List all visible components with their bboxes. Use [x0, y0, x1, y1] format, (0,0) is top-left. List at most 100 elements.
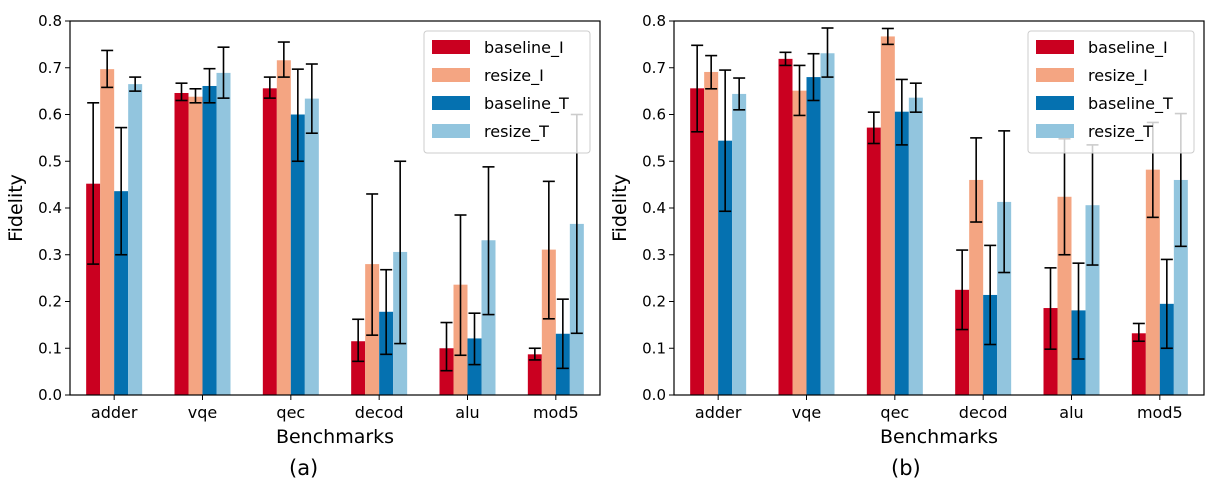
error-bar-resize_I-adder: [705, 54, 718, 90]
error-bar-resize_T-adder: [733, 77, 746, 111]
error-bar-resize_I-alu: [454, 214, 467, 357]
bar-baseline_T-adder: [114, 191, 129, 395]
bar-resize_T-qec: [908, 97, 923, 396]
bar-baseline_I-alu: [439, 348, 454, 395]
legend-swatch-resize_T: [1036, 124, 1074, 138]
bar-resize_T-alu: [481, 240, 496, 395]
chart-panel-a: 0.0 0.1 0.2 0.3 0.4 0.5 0.6 0.7 0.8 adder vqe qec de…: [0, 0, 607, 502]
bar-resize_T-qec: [304, 98, 319, 395]
error-bar-resize_T-adder: [129, 76, 142, 92]
bar-baseline_T-alu: [467, 338, 482, 395]
error-bar-resize_T-decod: [394, 160, 407, 345]
error-bar-baseline_T-mod5: [1160, 258, 1173, 350]
bar-baseline_I-adder: [690, 88, 705, 395]
bar-resize_T-vqe: [820, 53, 835, 395]
x-tick-label-vqe: vqe: [792, 403, 821, 422]
legend-swatch-baseline_I: [432, 40, 470, 54]
error-bar-baseline_T-qec: [291, 68, 304, 163]
y-tick-label: 0.8: [642, 12, 666, 30]
y-axis-label: Fidelity: [5, 174, 27, 242]
legend-swatch-resize_T: [432, 124, 470, 138]
bar-resize_I-qec: [880, 36, 895, 396]
legend-label-baseline_I: baseline_I: [484, 38, 564, 58]
y-tick-label: 0.7: [642, 59, 666, 77]
error-bar-baseline_I-decod: [956, 249, 969, 331]
y-tick-label: 0.4: [38, 199, 62, 217]
x-tick-label-alu: alu: [455, 403, 479, 422]
bar-baseline_I-vqe: [174, 92, 189, 396]
bar-resize_I-adder: [100, 69, 115, 395]
bar-resize_T-vqe: [216, 72, 231, 395]
y-tick-label: 0.8: [38, 12, 62, 30]
y-tick-label: 0.3: [642, 246, 666, 264]
bar-baseline_I-mod5: [527, 354, 542, 395]
legend: baseline_I resize_I baseline_T resize_T: [1027, 30, 1195, 154]
legend-label-baseline_T: baseline_T: [1088, 94, 1173, 114]
legend: baseline_I resize_I baseline_T resize_T: [423, 30, 591, 154]
legend-label-baseline_I: baseline_I: [1088, 38, 1168, 58]
error-bar-baseline_I-decod: [352, 318, 365, 363]
bar-baseline_T-qec: [290, 114, 305, 395]
legend-label-resize_I: resize_I: [1088, 66, 1148, 86]
fidelity-bar-chart-b: 0.0 0.1 0.2 0.3 0.4 0.5 0.6 0.7 0.8 adder vqe qec de…: [609, 12, 1205, 448]
error-bar-baseline_I-vqe: [779, 51, 792, 67]
bar-resize_I-decod: [969, 179, 984, 395]
bar-baseline_I-decod: [351, 341, 366, 395]
legend-label-baseline_T: baseline_T: [484, 94, 569, 114]
legend-box: [423, 30, 591, 154]
error-bar-resize_I-decod: [970, 137, 983, 223]
plot-frame: [69, 20, 601, 396]
legend-swatch-resize_I: [1036, 68, 1074, 82]
error-bar-baseline_I-qec: [263, 76, 276, 99]
error-bar-baseline_T-alu: [468, 312, 481, 366]
legend-swatch-baseline_T: [1036, 96, 1074, 110]
bar-resize_I-alu: [1057, 196, 1072, 395]
error-bar-resize_T-vqe: [217, 46, 230, 99]
error-bar-resize_I-adder: [101, 49, 114, 89]
legend-box: [1027, 30, 1195, 154]
error-bar-baseline_I-adder: [691, 44, 704, 133]
legend-swatch-baseline_I: [1036, 40, 1074, 54]
x-tick-label-adder: adder: [695, 403, 742, 422]
legend-label-resize_T: resize_T: [484, 122, 549, 142]
bar-baseline_T-adder: [718, 140, 733, 395]
error-bar-resize_T-decod: [998, 130, 1011, 274]
error-bar-baseline_T-vqe: [807, 52, 820, 102]
bar-resize_T-mod5: [1173, 179, 1188, 395]
x-axis-label: Benchmarks: [276, 426, 394, 448]
figure-caption-b: (b): [891, 456, 921, 480]
error-bar-resize_I-vqe: [189, 87, 202, 104]
x-tick-label-adder: adder: [91, 403, 138, 422]
bar-baseline_I-decod: [955, 289, 970, 395]
error-bar-resize_T-qec: [909, 82, 922, 113]
bar-resize_T-alu: [1085, 205, 1100, 395]
chart-panel-b: 0.0 0.1 0.2 0.3 0.4 0.5 0.6 0.7 0.8 adder vqe qec de…: [607, 0, 1215, 502]
error-bar-baseline_I-qec: [867, 111, 880, 145]
bar-baseline_T-qec: [894, 111, 909, 395]
x-tick-label-mod5: mod5: [1137, 403, 1183, 422]
bar-baseline_I-qec: [262, 88, 277, 395]
error-bar-baseline_I-vqe: [175, 82, 188, 102]
legend-label-resize_I: resize_I: [484, 66, 544, 86]
bar-resize_I-vqe: [792, 90, 807, 395]
x-tick-label-qec: qec: [276, 403, 305, 422]
error-bar-baseline_T-decod: [380, 268, 393, 356]
y-tick-label: 0.6: [38, 106, 62, 124]
bar-baseline_I-qec: [866, 127, 881, 395]
y-tick-label: 0.7: [38, 59, 62, 77]
error-bar-baseline_T-decod: [984, 244, 997, 346]
bar-baseline_I-adder: [86, 183, 101, 395]
bar-resize_I-qec: [276, 60, 291, 396]
error-bar-resize_I-mod5: [542, 180, 555, 320]
fidelity-bar-chart-a: 0.0 0.1 0.2 0.3 0.4 0.5 0.6 0.7 0.8 adder vqe qec de…: [5, 12, 601, 448]
y-tick-label: 0.2: [642, 293, 666, 311]
bar-resize_T-adder: [732, 93, 747, 396]
error-bar-resize_I-decod: [366, 193, 379, 336]
error-bar-resize_I-qec: [277, 41, 290, 78]
y-tick-label: 0.2: [38, 293, 62, 311]
x-axis-label: Benchmarks: [880, 426, 998, 448]
x-tick-label-qec: qec: [880, 403, 909, 422]
error-bar-baseline_T-mod5: [556, 298, 569, 370]
bar-baseline_I-vqe: [778, 58, 793, 396]
y-tick-label: 0.5: [642, 152, 666, 170]
